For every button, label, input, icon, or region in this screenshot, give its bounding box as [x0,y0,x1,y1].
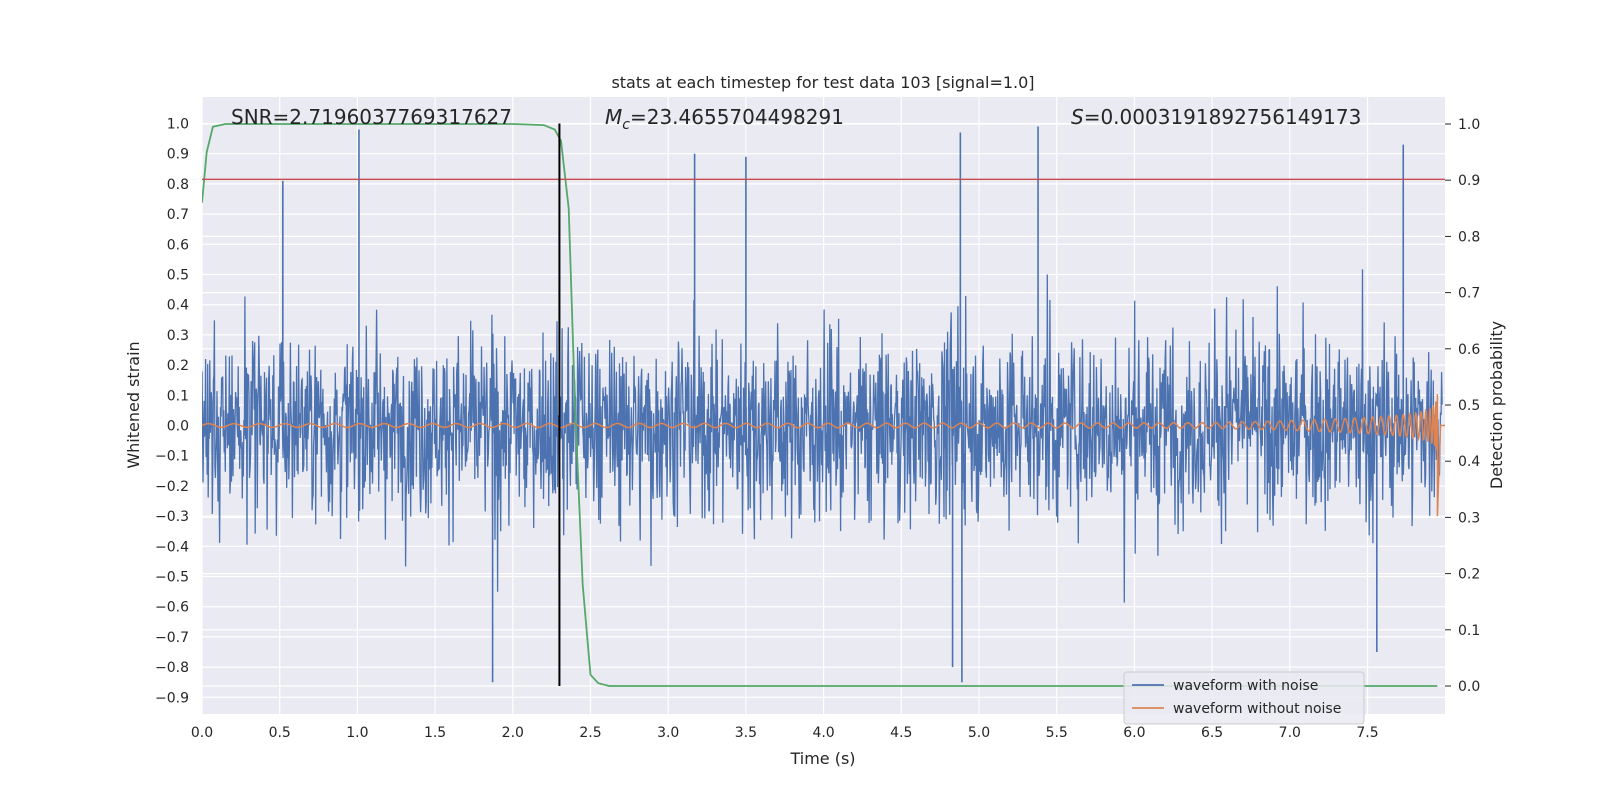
y-tick-label: 0.4 [167,298,189,314]
x-tick-label: 3.0 [657,725,679,741]
chart-title: stats at each timestep for test data 103… [611,73,1034,92]
series-waveform-with-noise [202,126,1443,683]
x-tick-label: 5.5 [1046,725,1068,741]
legend-label-noise: waveform with noise [1173,678,1318,694]
y-tick-label: −0.1 [155,449,189,465]
y-tick-label: −0.9 [155,690,189,706]
x-tick-label: 6.0 [1123,725,1145,741]
significance-value: =0.0003191892756149173 [1084,105,1362,129]
x-tick-label: 7.5 [1356,725,1378,741]
significance-symbol: S [1071,105,1084,129]
x-tick-label: 1.5 [424,725,446,741]
x-tick-label: 0.5 [269,725,291,741]
y-tick-label: 0.3 [167,328,189,344]
detection-probability-line [202,123,1438,687]
chirp-mass-subscript: c [622,117,630,133]
y-tick-label: 1.0 [167,117,189,133]
series-detection-probability [202,123,1438,687]
y-tick-label: −0.8 [155,660,189,676]
x-tick-label: 2.5 [579,725,601,741]
y-tick-label: −0.5 [155,570,189,586]
x-tick-label: 2.0 [502,725,524,741]
y2-tick-label: 0.9 [1458,173,1480,189]
y2-axis-label: Detection probability [1487,321,1506,489]
y2-tick-label: 0.7 [1458,286,1480,302]
y2-tick-label: 1.0 [1458,117,1480,133]
y2-tick-label: 0.0 [1458,679,1480,695]
y2-tick-label: 0.8 [1458,229,1480,245]
y-tick-label: 0.1 [167,388,189,404]
y-tick-label: 0.2 [167,358,189,374]
reference-lines [202,123,1445,686]
y2-tick-label: 0.4 [1458,454,1480,470]
x-axis-label: Time (s) [789,749,855,768]
x-tick-label: 3.5 [735,725,757,741]
clean-waveform-line [202,394,1445,517]
chirp-mass-value: =23.4655704498291 [630,105,844,129]
y-tick-label: −0.3 [155,509,189,525]
y-tick-label: 0.7 [167,207,189,223]
significance-annotation: S=0.0003191892756149173 [1071,105,1361,129]
snr-annotation: SNR=2.7196037769317627 [231,105,512,129]
x-tick-label: 7.0 [1279,725,1301,741]
y-tick-label: 0.9 [167,147,189,163]
x-tick-label: 4.0 [812,725,834,741]
y-tick-label: 0.0 [167,419,189,435]
y-tick-label: 0.5 [167,268,189,284]
legend-label-clean: waveform without noise [1173,701,1341,717]
y-tick-label: −0.2 [155,479,189,495]
y2-tick-label: 0.1 [1458,623,1480,639]
x-tick-label: 6.5 [1201,725,1223,741]
x-axis: 0.0 0.5 1.0 1.5 2.0 2.5 3.0 3.5 4.0 4.5 5.0 5.5 6.0 6… [191,725,1379,741]
y-axis-left: 1.0 0.9 0.8 0.7 0.6 0.5 0.4 0.3 0.2 0.1 0.0 −0.1 −0.… [155,117,189,707]
x-tick-label: 0.0 [191,725,213,741]
noise-waveform-line [202,269,1443,603]
x-tick-label: 1.0 [346,725,368,741]
y-tick-label: −0.6 [155,600,189,616]
legend: waveform with noise waveform without noi… [1123,671,1365,725]
y-tick-label: 0.8 [167,177,189,193]
y-axis-label: Whitened strain [124,341,143,468]
y2-tick-label: 0.3 [1458,510,1480,526]
series-waveform-without-noise [202,394,1445,517]
x-tick-label: 4.5 [890,725,912,741]
chirp-mass-symbol: M [605,105,622,129]
legend-box [1123,671,1365,725]
chirp-mass-annotation: Mc=23.4655704498291 [605,105,844,133]
y-tick-label: 0.6 [167,237,189,253]
y-tick-label: −0.4 [155,539,189,555]
y2-tick-label: 0.5 [1458,398,1480,414]
y-axis-right: 1.0 0.9 0.8 0.7 0.6 0.5 0.4 0.3 0.2 0.1 0.0 [1445,117,1480,695]
y2-tick-label: 0.2 [1458,567,1480,583]
y-tick-label: −0.7 [155,630,189,646]
y2-tick-label: 0.6 [1458,342,1480,358]
x-tick-label: 5.0 [968,725,990,741]
